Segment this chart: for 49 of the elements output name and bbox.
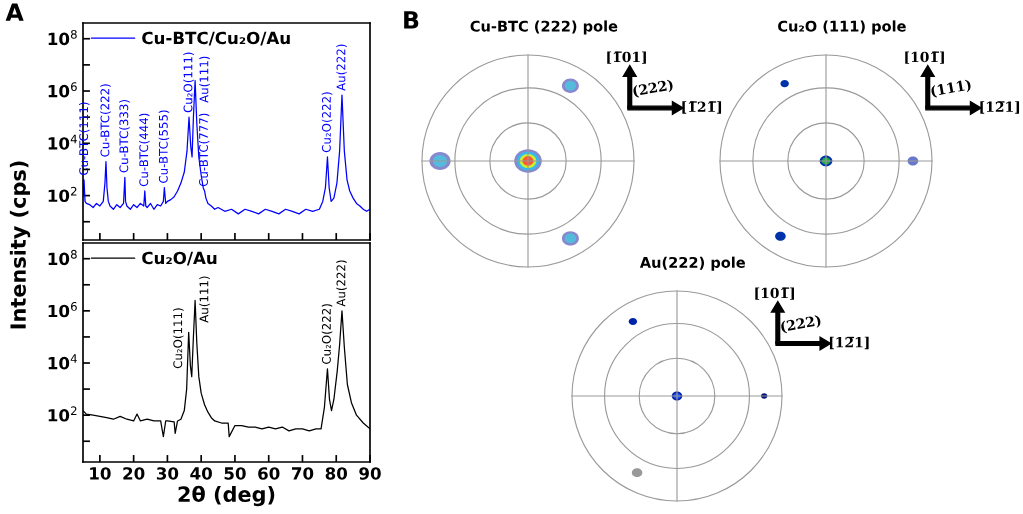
text: (222)	[632, 78, 674, 99]
y-tick-label: 10$^{4}$	[48, 134, 77, 150]
annotation: Cu-BTC(222)	[100, 84, 111, 157]
y-tick-label: 10$^{8}$	[48, 249, 77, 266]
text: [101̅]	[755, 287, 794, 300]
y-tick-label: 10$^{8}$	[48, 29, 77, 46]
x-tick-label: 50	[224, 467, 246, 480]
x-tick-label: 60	[258, 467, 280, 480]
y-tick-label: 10$^{6}$	[48, 82, 77, 98]
text: Au(222) pole	[639, 256, 745, 271]
annotation: Cu-BTC(333)	[119, 100, 130, 173]
x-tick-label: 20	[123, 467, 145, 480]
annotation: Au(222)	[336, 260, 347, 307]
text: [101̅]	[905, 51, 944, 64]
annotation: Cu₂O(111)	[183, 52, 194, 113]
x-tick-label: 70	[291, 467, 314, 480]
annotation: Cu₂O(222)	[321, 304, 333, 364]
annotation: Cu-BTC(777)	[198, 113, 210, 187]
y-tick-label: 10$^{4}$	[48, 354, 77, 370]
x-axis-title: 2θ (deg)	[178, 485, 275, 507]
text: [1̅21̅]	[682, 101, 722, 114]
annotation: Cu-BTC(111)	[78, 102, 90, 176]
x-tick-label: 80	[325, 467, 348, 480]
legend-label: Cu-BTC/Cu₂O/Au	[142, 31, 290, 46]
text: B	[404, 11, 419, 29]
text: Cu-BTC (222) pole	[470, 20, 618, 35]
text: [12̅1]	[829, 336, 869, 350]
text: [1̅01]	[607, 51, 646, 64]
y-tick-label: 10$^{2}$	[48, 186, 77, 203]
x-tick-label: 90	[359, 467, 381, 480]
x-tick-label: 40	[190, 467, 212, 480]
annotation: Cu₂O(222)	[321, 92, 333, 153]
text: (111)	[930, 78, 972, 99]
text: [12̅1]	[980, 101, 1020, 114]
annotation: Cu-BTC(555)	[158, 110, 170, 183]
annotation: Au(111)	[199, 276, 210, 323]
legend-label: Cu₂O/Au	[142, 251, 217, 266]
y-tick-label: 10$^{6}$	[48, 302, 77, 318]
annotation: Au(222)	[336, 44, 347, 91]
annotation: Au(111)	[199, 56, 210, 103]
text: A	[5, 3, 24, 21]
y-axis-title: Intensity (cps)	[9, 161, 31, 329]
annotation: Cu₂O(111)	[173, 308, 184, 369]
text: Cu₂O (111) pole	[778, 20, 906, 35]
x-tick-label: 10	[90, 467, 111, 480]
annotation: Cu-BTC(444)	[139, 113, 150, 187]
text: (222)	[780, 314, 822, 334]
x-tick-label: 30	[156, 467, 179, 480]
y-tick-label: 10$^{2}$	[48, 406, 77, 422]
